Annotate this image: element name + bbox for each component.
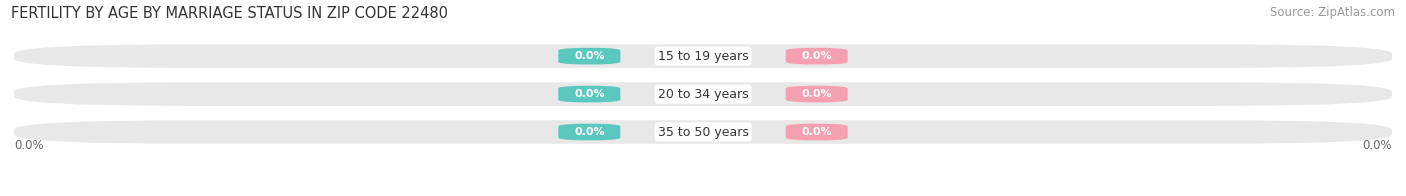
Text: 0.0%: 0.0% <box>801 127 832 137</box>
Text: Source: ZipAtlas.com: Source: ZipAtlas.com <box>1270 6 1395 19</box>
Text: 0.0%: 0.0% <box>1362 139 1392 152</box>
Text: 0.0%: 0.0% <box>574 89 605 99</box>
FancyBboxPatch shape <box>786 85 848 103</box>
Text: FERTILITY BY AGE BY MARRIAGE STATUS IN ZIP CODE 22480: FERTILITY BY AGE BY MARRIAGE STATUS IN Z… <box>11 6 449 21</box>
FancyBboxPatch shape <box>14 120 1392 144</box>
Text: 0.0%: 0.0% <box>801 51 832 61</box>
FancyBboxPatch shape <box>14 82 1392 106</box>
Text: 35 to 50 years: 35 to 50 years <box>658 125 748 139</box>
Text: 15 to 19 years: 15 to 19 years <box>658 50 748 63</box>
Text: 0.0%: 0.0% <box>801 89 832 99</box>
Text: 0.0%: 0.0% <box>574 51 605 61</box>
Text: 0.0%: 0.0% <box>574 127 605 137</box>
FancyBboxPatch shape <box>558 85 620 103</box>
FancyBboxPatch shape <box>558 123 620 141</box>
FancyBboxPatch shape <box>14 44 1392 68</box>
FancyBboxPatch shape <box>786 47 848 65</box>
FancyBboxPatch shape <box>786 123 848 141</box>
Text: 0.0%: 0.0% <box>14 139 44 152</box>
Text: 20 to 34 years: 20 to 34 years <box>658 88 748 101</box>
FancyBboxPatch shape <box>558 47 620 65</box>
